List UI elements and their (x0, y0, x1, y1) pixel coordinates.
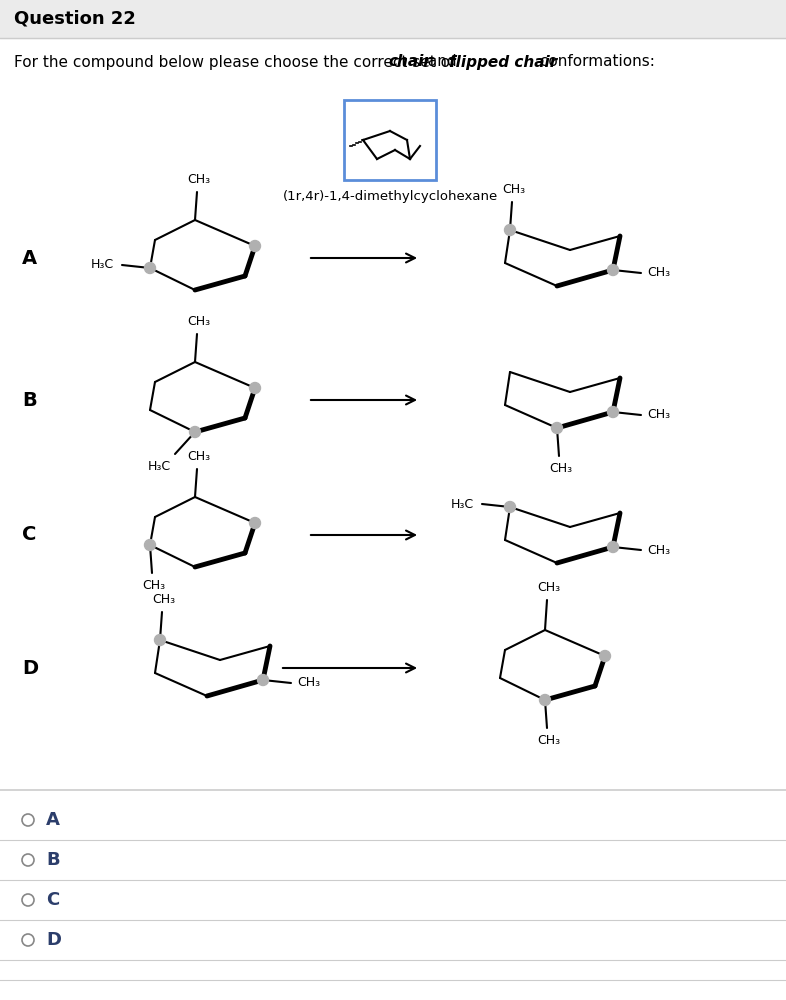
Circle shape (539, 694, 550, 706)
Text: CH₃: CH₃ (538, 734, 560, 747)
Circle shape (258, 674, 269, 686)
Text: CH₃: CH₃ (502, 183, 526, 196)
Circle shape (22, 934, 34, 946)
Text: flipped chair: flipped chair (449, 54, 557, 70)
Circle shape (608, 264, 619, 275)
Text: and: and (423, 54, 461, 70)
Text: conformations:: conformations: (535, 54, 655, 70)
Text: H₃C: H₃C (148, 460, 171, 473)
Text: C: C (22, 526, 36, 544)
Text: D: D (46, 931, 61, 949)
Bar (0, 0, 786, 38)
Text: CH₃: CH₃ (549, 462, 572, 475)
Circle shape (249, 518, 260, 528)
Text: CH₃: CH₃ (297, 676, 320, 690)
Circle shape (608, 542, 619, 552)
Circle shape (505, 225, 516, 235)
Text: CH₃: CH₃ (142, 579, 166, 592)
Text: CH₃: CH₃ (538, 581, 560, 594)
Circle shape (145, 262, 156, 273)
Text: For the compound below please choose the correct set of: For the compound below please choose the… (14, 54, 461, 70)
Circle shape (22, 894, 34, 906)
Text: B: B (22, 390, 37, 410)
Text: CH₃: CH₃ (647, 408, 670, 422)
Circle shape (155, 635, 166, 646)
Circle shape (22, 814, 34, 826)
Circle shape (249, 240, 260, 251)
Text: A: A (46, 811, 60, 829)
Text: CH₃: CH₃ (647, 266, 670, 279)
Text: Question 22: Question 22 (14, 10, 136, 28)
Text: B: B (46, 851, 60, 869)
Text: CH₃: CH₃ (187, 315, 211, 328)
Text: CH₃: CH₃ (187, 173, 211, 186)
Circle shape (505, 502, 516, 512)
Text: D: D (22, 658, 39, 678)
Text: (1r,4r)-1,4-dimethylcyclohexane: (1r,4r)-1,4-dimethylcyclohexane (282, 190, 498, 203)
Circle shape (249, 382, 260, 393)
Circle shape (145, 540, 156, 550)
Text: CH₃: CH₃ (187, 450, 211, 463)
Text: A: A (22, 248, 37, 267)
Circle shape (189, 426, 200, 438)
FancyBboxPatch shape (344, 100, 436, 180)
Text: CH₃: CH₃ (647, 544, 670, 556)
Text: H₃C: H₃C (451, 497, 474, 510)
Circle shape (600, 650, 611, 662)
Text: CH₃: CH₃ (152, 593, 175, 606)
Circle shape (608, 406, 619, 418)
Text: H₃C: H₃C (91, 258, 114, 271)
Circle shape (552, 422, 563, 434)
Circle shape (22, 854, 34, 866)
Text: C: C (46, 891, 59, 909)
Text: chair: chair (388, 54, 431, 70)
